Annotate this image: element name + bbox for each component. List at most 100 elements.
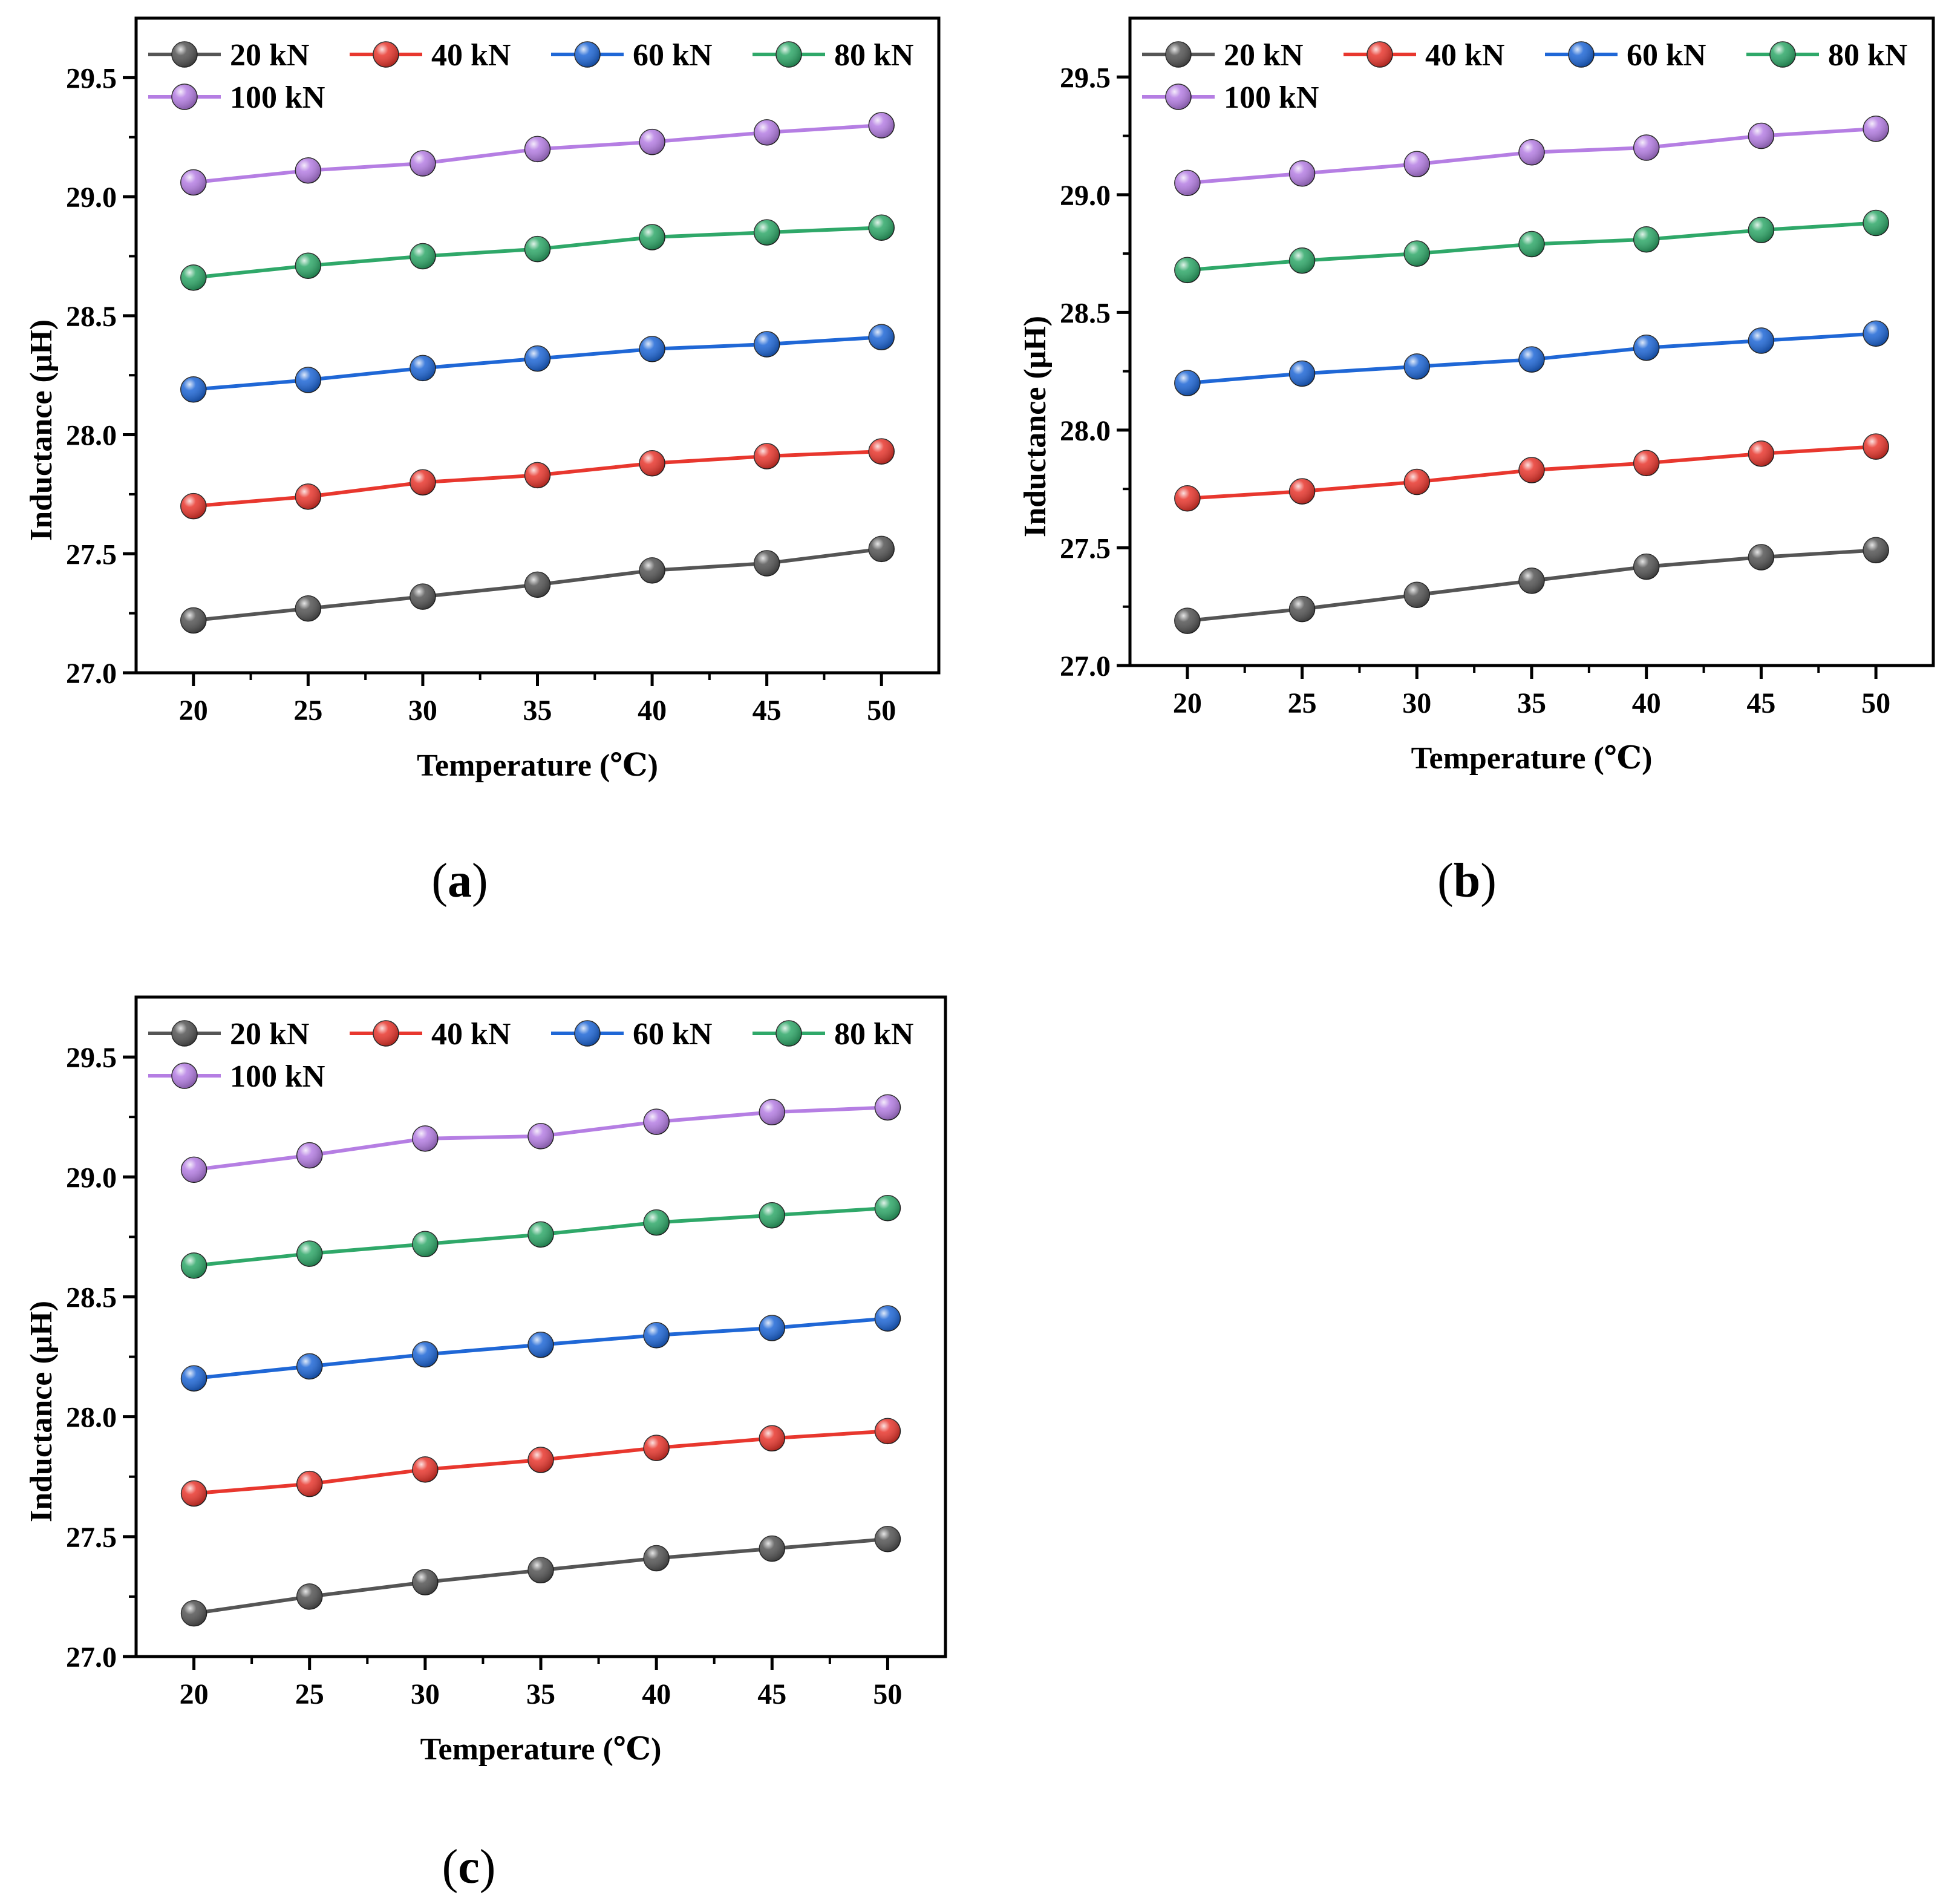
data-point bbox=[639, 557, 665, 584]
data-point bbox=[868, 324, 895, 350]
data-point bbox=[412, 1569, 439, 1595]
data-point bbox=[412, 1456, 439, 1483]
data-point bbox=[639, 450, 665, 477]
data-point bbox=[410, 355, 436, 382]
data-point bbox=[1288, 595, 1316, 623]
data-point bbox=[753, 443, 780, 469]
x-tick-label: 35 bbox=[1517, 687, 1546, 719]
x-tick-label: 50 bbox=[1861, 687, 1890, 719]
legend-label: 100 kN bbox=[230, 1059, 325, 1094]
legend-item: 40 kN bbox=[1344, 38, 1504, 73]
y-tick-label: 29.5 bbox=[66, 62, 117, 94]
y-tick-label: 27.0 bbox=[66, 658, 117, 690]
data-point bbox=[180, 1480, 207, 1507]
legend-label: 80 kN bbox=[834, 1017, 913, 1052]
data-point bbox=[180, 607, 207, 634]
data-point bbox=[874, 1418, 901, 1445]
data-point bbox=[1518, 231, 1545, 258]
legend-label: 60 kN bbox=[633, 38, 712, 73]
y-tick-label: 28.5 bbox=[66, 301, 117, 333]
legend-label: 40 kN bbox=[431, 38, 511, 73]
x-tick-label: 30 bbox=[1402, 687, 1431, 719]
data-point bbox=[180, 1600, 207, 1627]
data-point bbox=[1633, 450, 1660, 477]
x-tick-label: 30 bbox=[408, 695, 437, 727]
data-point bbox=[180, 1365, 207, 1392]
data-point bbox=[868, 214, 895, 241]
legend-item: 60 kN bbox=[1545, 38, 1706, 73]
x-tick-label: 50 bbox=[867, 695, 896, 727]
x-tick-label: 20 bbox=[180, 1678, 209, 1710]
data-point bbox=[753, 550, 780, 577]
chart-panel-c: 27.0 27.5 28.0 28.5 29.0 29.5 20 25 30 35 40 45 50 Te… bbox=[24, 995, 947, 1894]
data-point bbox=[527, 1221, 554, 1248]
data-point bbox=[1633, 553, 1660, 580]
x-tick-label: 20 bbox=[179, 695, 208, 727]
data-point bbox=[1403, 581, 1431, 609]
data-point bbox=[180, 1156, 207, 1183]
x-tick-label: 40 bbox=[642, 1678, 671, 1710]
legend-item: 20 kN bbox=[1142, 38, 1303, 73]
x-axis-title: Temperature (℃) bbox=[420, 1732, 662, 1767]
data-point bbox=[868, 438, 895, 465]
data-point bbox=[1633, 134, 1660, 161]
data-point bbox=[753, 219, 780, 246]
data-point bbox=[1403, 353, 1431, 380]
data-point bbox=[180, 492, 207, 520]
data-point bbox=[759, 1202, 786, 1229]
y-axis-title: Inductance (μH) bbox=[1018, 316, 1053, 537]
data-point bbox=[874, 1305, 901, 1332]
data-point bbox=[759, 1425, 786, 1452]
data-point bbox=[527, 1123, 554, 1150]
data-point bbox=[643, 1108, 670, 1135]
legend-item: 80 kN bbox=[753, 1017, 913, 1052]
data-point bbox=[1633, 226, 1660, 253]
y-tick-label: 28.0 bbox=[66, 420, 117, 452]
data-point bbox=[180, 169, 207, 196]
x-tick-label: 40 bbox=[638, 695, 667, 727]
data-point bbox=[1288, 478, 1316, 505]
data-point bbox=[410, 583, 436, 610]
data-point bbox=[759, 1535, 786, 1562]
data-point bbox=[1288, 247, 1316, 274]
data-point bbox=[1863, 433, 1889, 460]
y-tick-label: 29.0 bbox=[66, 182, 117, 214]
x-tick-label: 25 bbox=[295, 1678, 324, 1710]
legend: 20 kN 40 kN 60 kN 80 kN 100 kN bbox=[1142, 38, 1907, 115]
legend-label: 40 kN bbox=[1425, 38, 1504, 73]
data-point bbox=[874, 1526, 901, 1552]
data-point bbox=[296, 1353, 323, 1380]
legend-label: 20 kN bbox=[230, 38, 309, 73]
panel-label: (b) bbox=[1437, 854, 1497, 908]
x-tick-label: 25 bbox=[1288, 687, 1317, 719]
legend-item: 100 kN bbox=[148, 80, 325, 115]
data-point bbox=[643, 1545, 670, 1572]
data-point bbox=[296, 1470, 323, 1497]
data-point bbox=[753, 331, 780, 358]
legend-item: 80 kN bbox=[1746, 38, 1907, 73]
y-tick-label: 28.0 bbox=[1060, 415, 1111, 447]
data-point bbox=[524, 136, 551, 163]
y-tick-label: 27.5 bbox=[66, 538, 117, 571]
x-tick-label: 20 bbox=[1173, 687, 1202, 719]
legend-label: 60 kN bbox=[1627, 38, 1706, 73]
x-tick-label: 50 bbox=[873, 1678, 902, 1710]
data-point bbox=[410, 243, 436, 270]
data-point bbox=[1174, 370, 1201, 396]
data-point bbox=[1748, 327, 1775, 354]
legend-label: 100 kN bbox=[1224, 80, 1319, 115]
data-point bbox=[643, 1209, 670, 1236]
data-point bbox=[295, 595, 322, 622]
data-point bbox=[759, 1315, 786, 1341]
legend-item: 20 kN bbox=[148, 38, 309, 73]
data-point bbox=[524, 462, 551, 489]
data-point bbox=[296, 1240, 323, 1267]
x-tick-label: 35 bbox=[523, 695, 552, 727]
data-point bbox=[180, 376, 207, 403]
legend-item: 60 kN bbox=[551, 1017, 712, 1052]
data-point bbox=[1863, 116, 1889, 142]
y-tick-label: 27.5 bbox=[66, 1522, 117, 1554]
y-tick-label: 27.0 bbox=[66, 1641, 117, 1673]
y-tick-label: 29.5 bbox=[66, 1042, 117, 1074]
data-point bbox=[1518, 346, 1545, 373]
